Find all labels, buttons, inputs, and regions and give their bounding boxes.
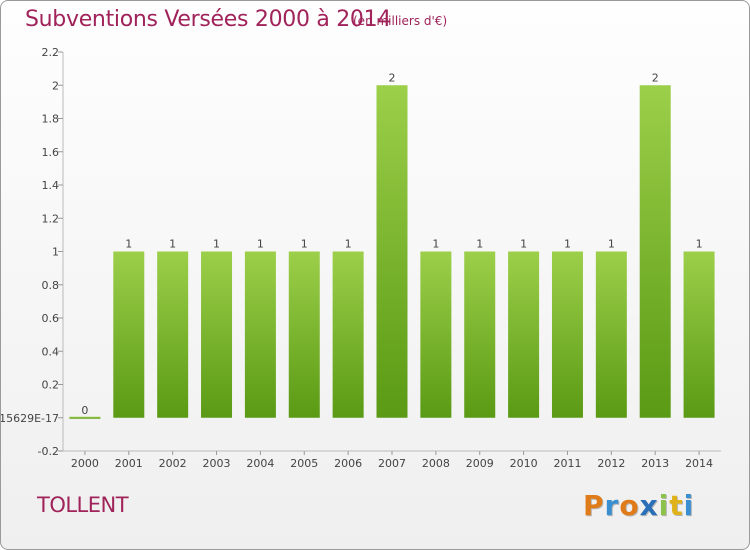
chart-title: Subventions Versées 2000 à 2014	[25, 7, 392, 32]
chart-subtitle: (en milliers d'€)	[353, 14, 448, 28]
commune-name: TOLLENT	[37, 493, 129, 517]
bar-2012	[595, 251, 627, 418]
bar-2006	[332, 251, 364, 418]
bar-2008	[420, 251, 452, 418]
data-label-2003: 1	[213, 238, 220, 251]
bar-2013	[639, 85, 671, 418]
chart-axes: -0.2 -1.415015629E-17 0.2 0.4 0.6 0.8 1 1.2 1.4 1…	[1, 46, 721, 458]
y-tick-label: 0.2	[42, 379, 60, 392]
bar-2010	[508, 251, 540, 418]
bar-2001	[113, 251, 145, 418]
data-label-2009: 1	[476, 238, 483, 251]
data-label-2001: 1	[125, 238, 132, 251]
x-tick-label-2001: 2001	[115, 457, 143, 470]
chart-labels: 0 2000 1 2001 1 2002 1 2003 1 2004 1 2005 1 2006 2 2007…	[71, 71, 713, 470]
x-tick-label-2013: 2013	[641, 457, 669, 470]
y-tick-label: 2.2	[42, 46, 60, 59]
data-label-2000: 0	[81, 404, 88, 417]
y-tick-label: 1.8	[42, 113, 60, 126]
y-tick-label: 0.6	[42, 312, 60, 325]
x-tick-label-2003: 2003	[203, 457, 231, 470]
y-tick-label: -0.2	[38, 445, 59, 458]
x-tick-label-2007: 2007	[378, 457, 406, 470]
x-tick-label-2004: 2004	[246, 457, 274, 470]
data-label-2005: 1	[301, 238, 308, 251]
x-tick-label-2002: 2002	[159, 457, 187, 470]
bar-2000	[69, 416, 101, 419]
bar-2004	[244, 251, 276, 418]
y-tick-label: 0.8	[42, 279, 60, 292]
data-label-2010: 1	[520, 238, 527, 251]
x-tick-label-2014: 2014	[685, 457, 713, 470]
x-tick-label-2012: 2012	[597, 457, 625, 470]
y-tick-label: -1.415015629E-17	[1, 412, 59, 425]
data-label-2004: 1	[257, 238, 264, 251]
bar-2007	[376, 85, 408, 418]
y-tick-label: 1.2	[42, 212, 60, 225]
x-tick-label-2008: 2008	[422, 457, 450, 470]
y-tick-label: 1.4	[42, 179, 60, 192]
bar-2009	[464, 251, 496, 418]
y-tick-label: 1	[52, 246, 59, 259]
proxiti-logo[interactable]: Proxiti	[583, 489, 695, 522]
data-label-2006: 1	[345, 238, 352, 251]
x-tick-label-2006: 2006	[334, 457, 362, 470]
data-label-2013: 2	[652, 71, 659, 84]
data-label-2012: 1	[608, 238, 615, 251]
bar-2005	[288, 251, 320, 418]
x-tick-label-2009: 2009	[466, 457, 494, 470]
data-label-2008: 1	[432, 238, 439, 251]
bar-2011	[551, 251, 583, 418]
y-tick-label: 1.6	[42, 146, 60, 159]
data-label-2007: 2	[389, 71, 396, 84]
data-label-2002: 1	[169, 238, 176, 251]
bar-2003	[201, 251, 233, 418]
data-label-2014: 1	[696, 238, 703, 251]
x-tick-label-2005: 2005	[290, 457, 318, 470]
x-tick-label-2010: 2010	[510, 457, 538, 470]
x-tick-label-2011: 2011	[553, 457, 581, 470]
y-tick-label: 0.4	[42, 345, 60, 358]
x-tick-label-2000: 2000	[71, 457, 99, 470]
data-label-2011: 1	[564, 238, 571, 251]
bar-2002	[157, 251, 189, 418]
bar-2014	[683, 251, 715, 418]
chart-bars	[69, 85, 715, 419]
y-tick-label: 2	[52, 79, 59, 92]
